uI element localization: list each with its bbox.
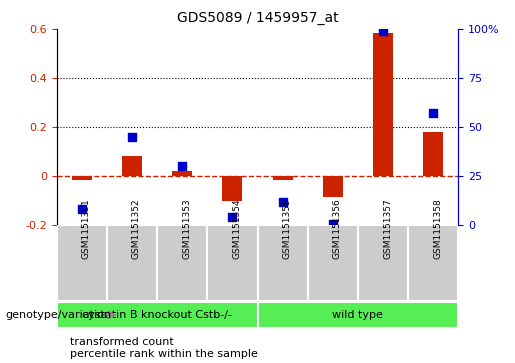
Point [279,199,287,204]
Point [329,221,337,227]
Text: GSM1151351: GSM1151351 [82,199,91,259]
Bar [122,156,142,176]
Bar [157,225,207,301]
Point [379,28,387,34]
Text: GSM1151353: GSM1151353 [182,199,191,259]
Bar [172,171,192,176]
Bar [57,225,107,301]
Bar [323,176,343,197]
Text: percentile rank within the sample: percentile rank within the sample [70,349,258,359]
Text: genotype/variation: genotype/variation [5,310,111,320]
Text: GSM1151357: GSM1151357 [383,199,392,259]
Bar [258,225,307,301]
Bar [207,225,258,301]
Point [178,163,186,169]
Bar [107,225,157,301]
Bar [222,176,243,200]
Text: GSM1151354: GSM1151354 [232,199,242,259]
Text: transformed count: transformed count [70,337,173,347]
Text: GSM1151356: GSM1151356 [333,199,342,259]
Text: GSM1151355: GSM1151355 [283,199,291,259]
Bar [373,33,393,176]
Point [429,110,437,116]
Bar [272,176,293,180]
Point [128,134,136,140]
Bar [72,176,92,180]
Text: cystatin B knockout Cstb-/-: cystatin B knockout Cstb-/- [82,310,232,320]
Bar [57,302,258,328]
Bar [408,225,458,301]
Bar [258,302,458,328]
Bar [358,225,408,301]
Title: GDS5089 / 1459957_at: GDS5089 / 1459957_at [177,11,338,25]
Text: GSM1151358: GSM1151358 [433,199,442,259]
Point [228,214,236,220]
Bar [423,132,443,176]
Text: wild type: wild type [333,310,383,320]
Bar [307,225,358,301]
Point [78,207,86,212]
Text: GSM1151352: GSM1151352 [132,199,141,259]
